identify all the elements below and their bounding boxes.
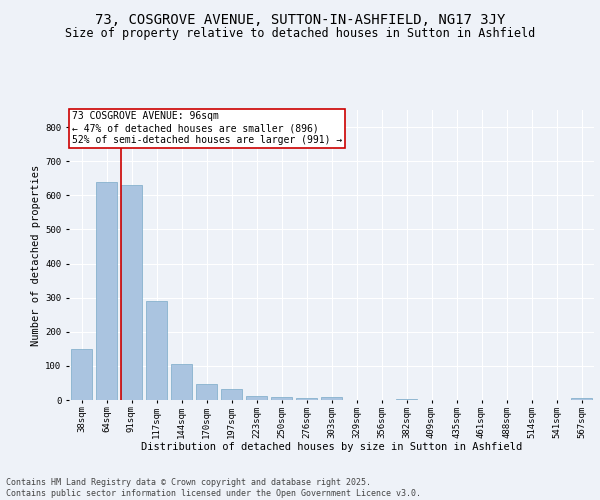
Text: Distribution of detached houses by size in Sutton in Ashfield: Distribution of detached houses by size …	[141, 442, 522, 452]
Text: 73, COSGROVE AVENUE, SUTTON-IN-ASHFIELD, NG17 3JY: 73, COSGROVE AVENUE, SUTTON-IN-ASHFIELD,…	[95, 12, 505, 26]
Text: Contains HM Land Registry data © Crown copyright and database right 2025.
Contai: Contains HM Land Registry data © Crown c…	[6, 478, 421, 498]
Bar	[246, 396, 267, 400]
Bar	[221, 389, 242, 400]
Text: 73 COSGROVE AVENUE: 96sqm
← 47% of detached houses are smaller (896)
52% of semi: 73 COSGROVE AVENUE: 96sqm ← 47% of detac…	[71, 112, 342, 144]
Bar	[396, 398, 417, 400]
Bar	[321, 398, 342, 400]
Bar	[146, 301, 167, 400]
Bar	[96, 182, 117, 400]
Bar	[121, 185, 142, 400]
Bar	[296, 398, 317, 400]
Bar	[71, 349, 92, 400]
Bar	[271, 398, 292, 400]
Bar	[196, 384, 217, 400]
Text: Size of property relative to detached houses in Sutton in Ashfield: Size of property relative to detached ho…	[65, 28, 535, 40]
Bar	[171, 364, 192, 400]
Bar	[571, 398, 592, 400]
Y-axis label: Number of detached properties: Number of detached properties	[31, 164, 41, 346]
